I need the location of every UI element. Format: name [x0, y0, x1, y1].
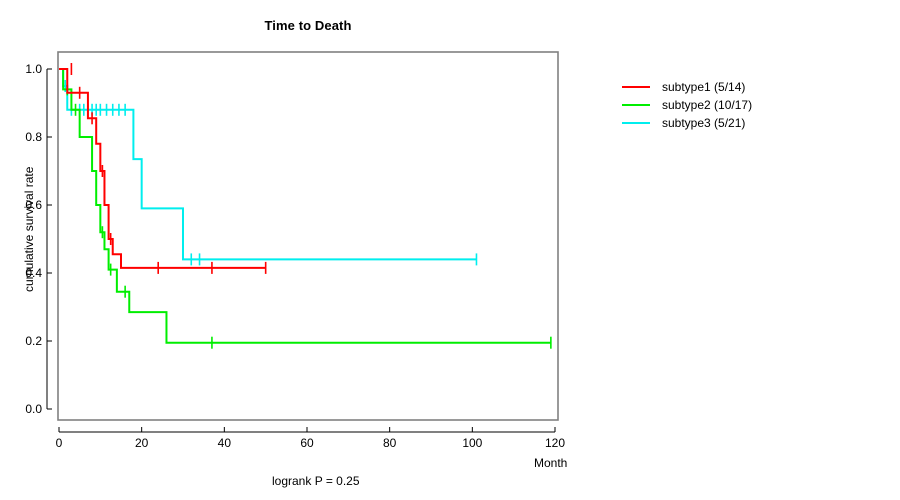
legend-swatch-subtype1	[622, 86, 650, 88]
x-tick-label: 60	[300, 436, 314, 450]
y-tick-label: 0.8	[25, 130, 42, 144]
logrank-annotation: logrank P = 0.25	[272, 474, 360, 488]
legend-label-subtype3: subtype3 (5/21)	[662, 116, 746, 130]
legend: subtype1 (5/14) subtype2 (10/17) subtype…	[622, 78, 812, 132]
legend-label-subtype1: subtype1 (5/14)	[662, 80, 746, 94]
legend-swatch-subtype2	[622, 104, 650, 106]
y-tick-label: 1.0	[25, 62, 42, 76]
page-title: Time to Death	[264, 18, 352, 33]
legend-item-subtype3[interactable]: subtype3 (5/21)	[622, 114, 812, 132]
x-tick-label: 80	[383, 436, 397, 450]
x-axis-title: Month	[534, 456, 568, 470]
y-tick-label: 0.4	[25, 266, 42, 280]
x-tick-label: 100	[462, 436, 482, 450]
legend-item-subtype1[interactable]: subtype1 (5/14)	[622, 78, 812, 96]
legend-item-subtype2[interactable]: subtype2 (10/17)	[622, 96, 812, 114]
x-tick-label: 40	[218, 436, 232, 450]
series-2	[59, 68, 478, 266]
y-tick-label: 0.6	[25, 198, 42, 212]
x-tick-label: 0	[56, 436, 63, 450]
legend-label-subtype2: subtype2 (10/17)	[662, 98, 753, 112]
y-axis-title: cumulative survival rate	[22, 166, 36, 292]
series-0	[59, 63, 267, 274]
x-tick-label: 20	[135, 436, 149, 450]
y-tick-label: 0.2	[25, 334, 42, 348]
legend-swatch-subtype3	[622, 122, 650, 124]
y-tick-label: 0.0	[25, 402, 42, 416]
x-tick-label: 120	[545, 436, 565, 450]
